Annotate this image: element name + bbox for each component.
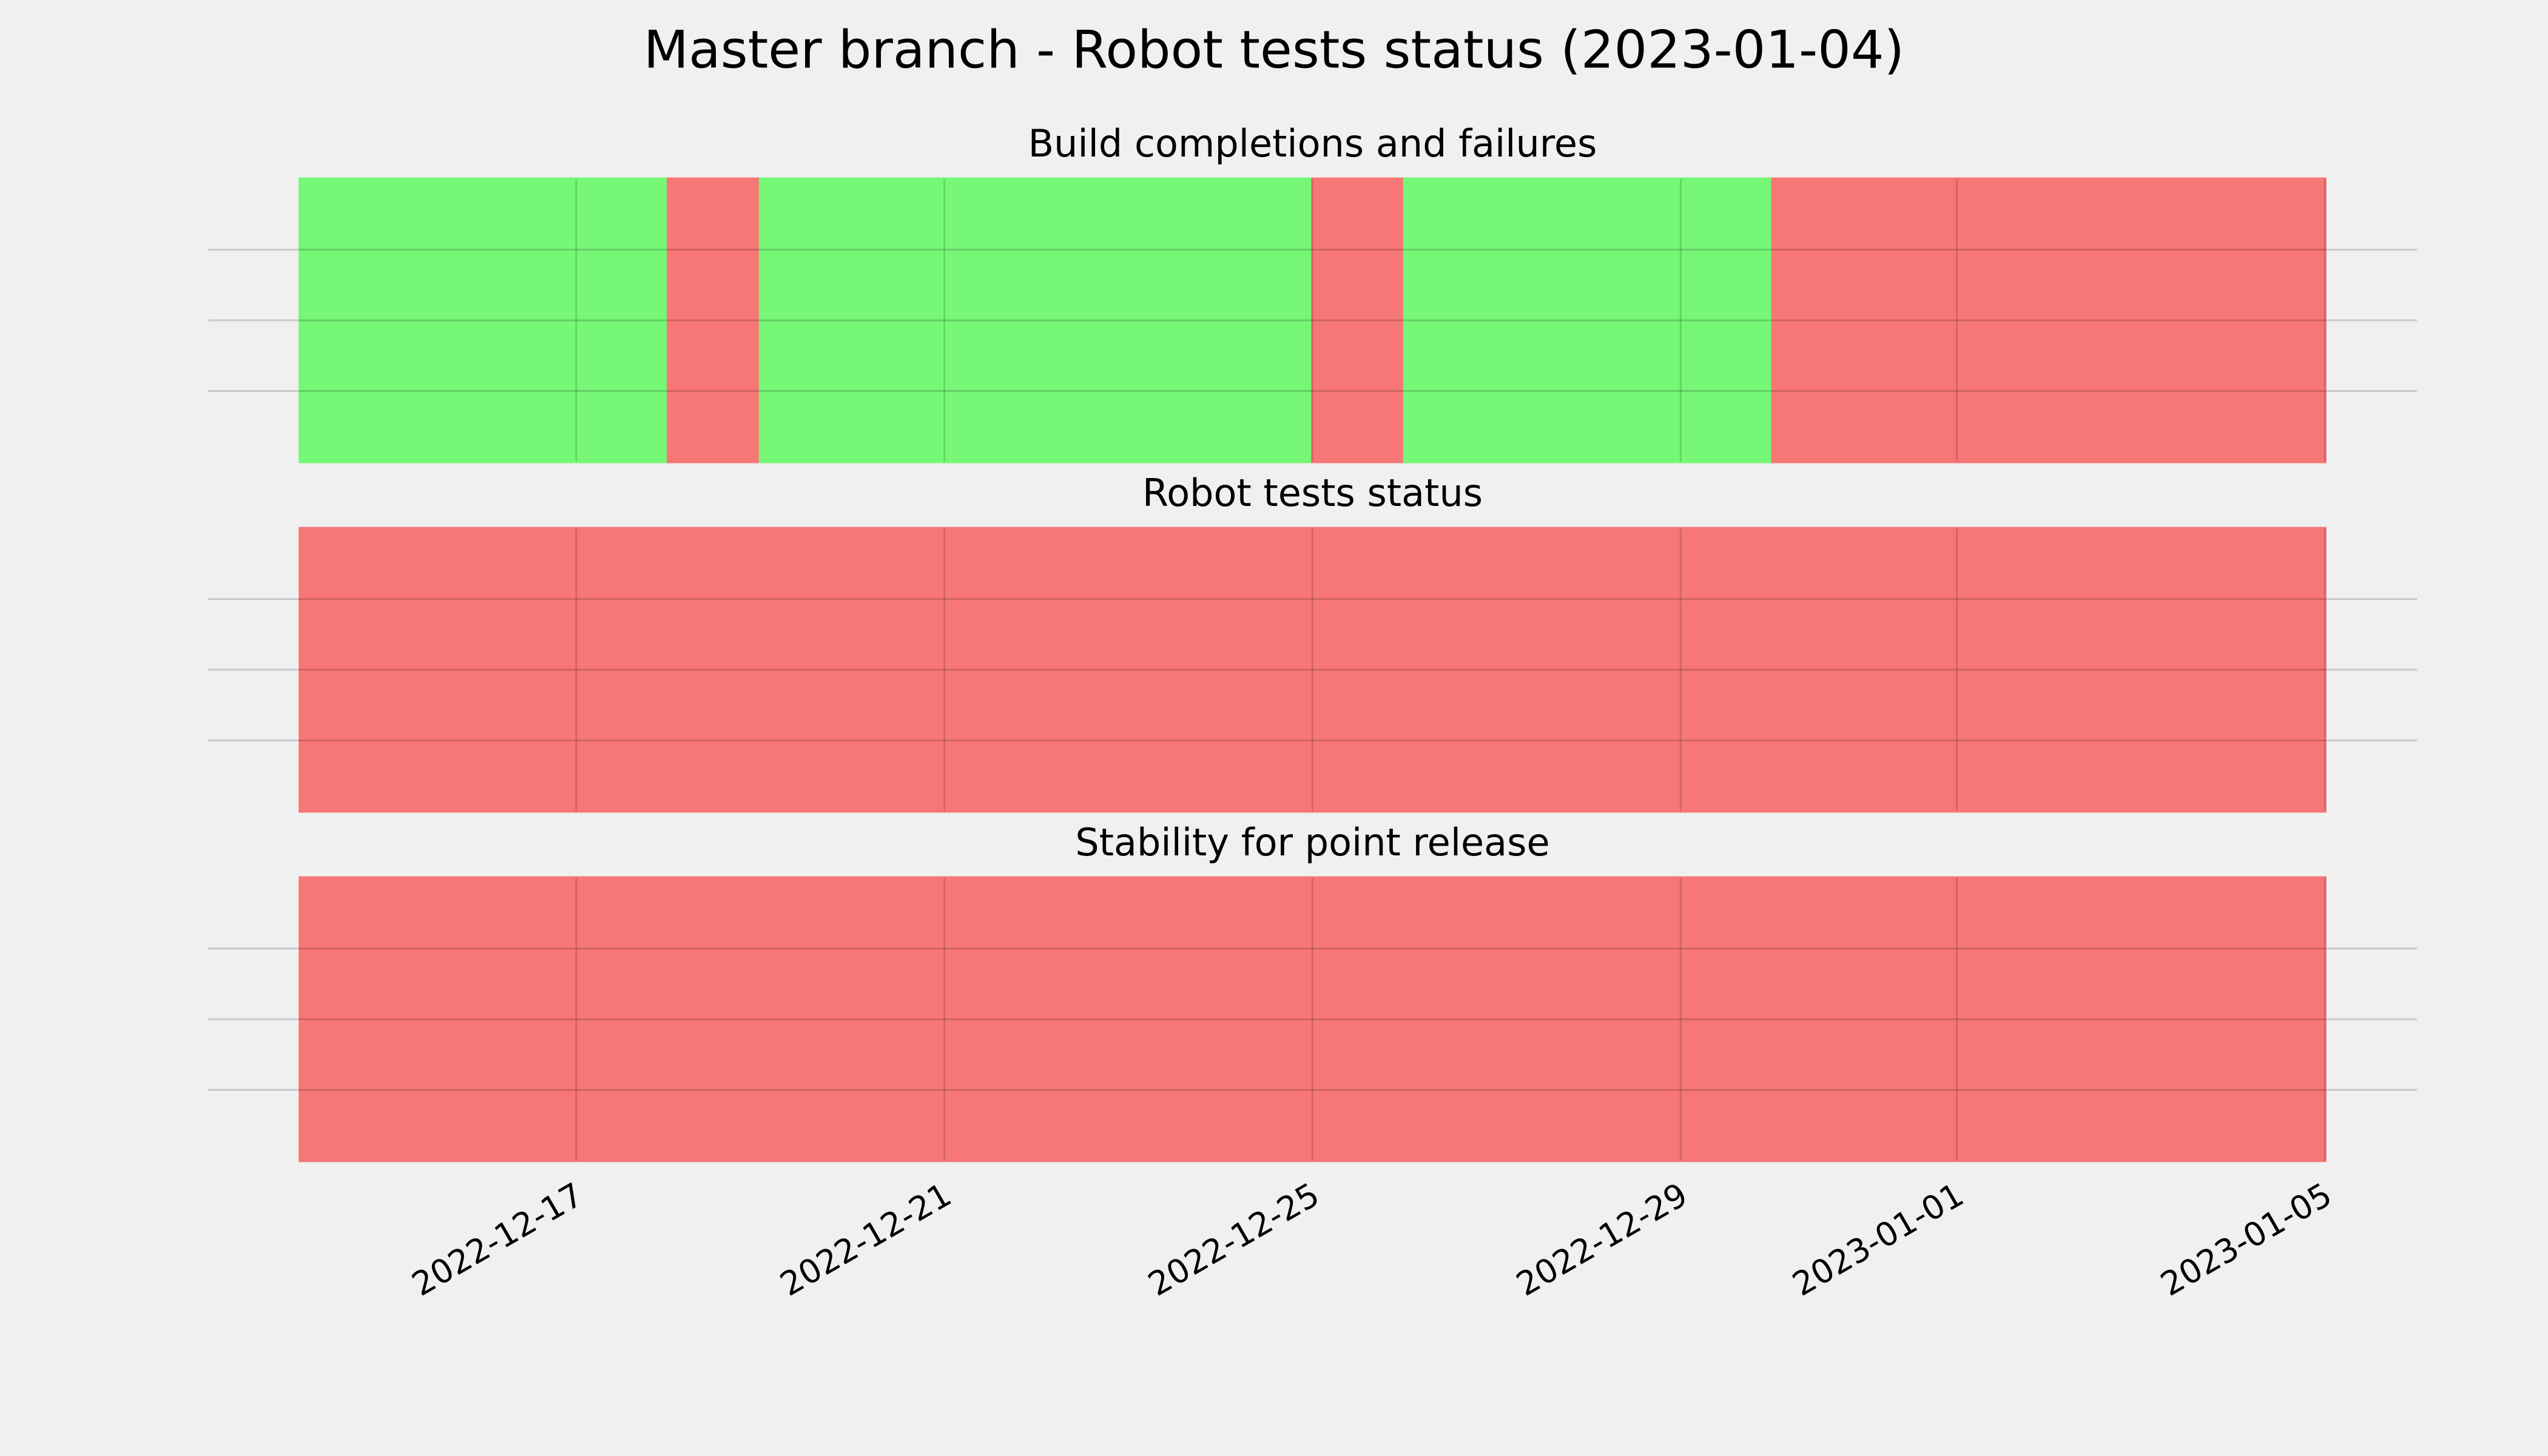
status-segment [1311,177,1406,463]
panel-title: Stability for point release [1075,820,1549,864]
status-segment [1403,177,1774,463]
chart-title: Master branch - Robot tests status (2023… [644,19,1904,80]
status-segment [1771,177,2327,463]
panel-title: Robot tests status [1142,471,1483,515]
status-segment [298,876,2327,1162]
panel-title: Build completions and failures [1028,121,1597,166]
status-segment [298,177,670,463]
status-segment [298,527,2327,813]
status-segment [667,177,762,463]
status-segment [758,177,1314,463]
